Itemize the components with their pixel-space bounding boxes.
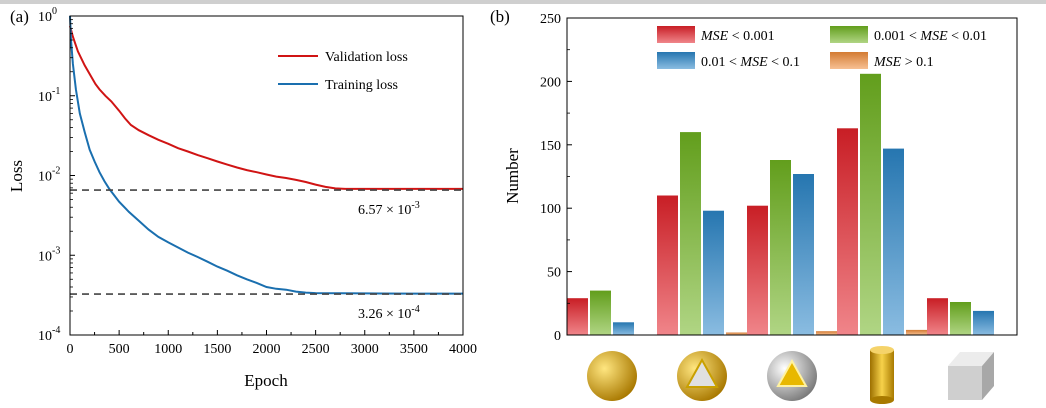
panel-label-a: (a) <box>10 7 29 26</box>
legend-label-b-2: 0.001 < MSE < 0.01 <box>874 29 987 44</box>
cylinder-bottom-icon <box>870 396 894 404</box>
reference-label-1: 6.57 × 10-3 <box>358 200 420 218</box>
y-tick-label: 10-3 <box>38 245 60 264</box>
mse-bar-chart: (b) 0 50 100 150 200 250 Number MSE < 0.001 0.… <box>490 7 1018 404</box>
y-axis-title-a: Loss <box>7 160 26 192</box>
training-loss-line <box>69 15 463 295</box>
bar-silver-sphere-gold-triangle-series-3 <box>793 174 814 335</box>
bar-gold-cone-series-2 <box>590 290 611 335</box>
legend-a: Validation loss Training loss <box>278 50 408 93</box>
y-tick-label-b: 250 <box>540 12 561 27</box>
x-tick-label: 1500 <box>203 342 231 357</box>
header-strip <box>0 0 1046 4</box>
loss-chart: (a) 6.57 × 10-3 3.26 × 10-4 0 500 1000 1500 2… <box>7 6 477 390</box>
validation-loss-line <box>69 25 463 190</box>
y-tick-label: 10-1 <box>38 86 60 105</box>
legend-label-b-4: MSE > 0.1 <box>873 55 934 70</box>
legend-swatch-b-3 <box>657 52 695 69</box>
legend-swatch-b-1 <box>657 26 695 43</box>
triangle-core-icon <box>685 357 719 388</box>
x-tick-label: 3500 <box>400 342 428 357</box>
x-tick-label: 500 <box>109 342 130 357</box>
cylinder-top-icon <box>870 346 894 354</box>
y-tick-label-b: 0 <box>554 329 561 344</box>
legend-label-b-3: 0.01 < MSE < 0.1 <box>701 55 800 70</box>
bar-silver-cube-series-3 <box>973 310 994 335</box>
bar-silver-cube-series-1 <box>927 298 948 335</box>
x-tick-label: 2000 <box>253 342 281 357</box>
bar-gold-triangle-core-in-sphere-series-2 <box>680 132 701 335</box>
bar-gold-cylinder-series-2 <box>860 73 881 336</box>
bar-silver-sphere-gold-triangle-series-4 <box>816 331 837 335</box>
legend-swatch-b-4 <box>830 52 868 69</box>
legend-b: MSE < 0.001 0.001 < MSE < 0.01 0.01 < MSE … <box>657 26 987 70</box>
y-tick-label: 10-2 <box>38 166 60 185</box>
y-tick-label-b: 150 <box>540 139 561 154</box>
bar-gold-cylinder-series-4 <box>906 329 927 335</box>
x-tick-label: 0 <box>67 342 74 357</box>
gold-triangle-icon <box>776 358 808 387</box>
legend-validation-label: Validation loss <box>325 50 408 65</box>
category-icons <box>587 346 994 404</box>
y-tick-label-b: 100 <box>540 202 561 217</box>
x-axis-title-a: Epoch <box>244 371 288 390</box>
legend-training-label: Training loss <box>325 78 398 93</box>
panel-label-b: (b) <box>490 7 510 26</box>
reference-label-2: 3.26 × 10-4 <box>358 304 420 322</box>
bar-gold-triangle-core-in-sphere-series-1 <box>657 195 678 335</box>
legend-label-b-1: MSE < 0.001 <box>700 29 775 44</box>
bar-silver-sphere-gold-triangle-series-2 <box>770 160 791 335</box>
y-axis-title-b: Number <box>503 148 522 204</box>
bar-gold-triangle-core-in-sphere-series-4 <box>726 332 747 335</box>
x-tick-label: 4000 <box>449 342 477 357</box>
bar-silver-cube-series-2 <box>950 302 971 335</box>
cube-top-icon <box>948 352 994 366</box>
legend-swatch-b-2 <box>830 26 868 43</box>
cone-icon <box>587 351 637 401</box>
x-tick-label: 1000 <box>154 342 182 357</box>
y-tick-label: 10-4 <box>38 325 60 344</box>
cylinder-icon <box>870 350 894 400</box>
x-tick-label: 3000 <box>351 342 379 357</box>
cube-side-icon <box>982 352 994 400</box>
y-tick-label-b: 50 <box>547 266 561 281</box>
y-tick-label-b: 200 <box>540 75 561 90</box>
bar-gold-cylinder-series-3 <box>883 148 904 335</box>
bar-gold-cone-series-1 <box>567 298 588 335</box>
bar-gold-cylinder-series-1 <box>837 128 858 335</box>
y-tick-label: 100 <box>38 6 57 25</box>
cube-front-icon <box>948 366 982 400</box>
x-tick-label: 2500 <box>302 342 330 357</box>
bar-silver-sphere-gold-triangle-series-1 <box>747 205 768 335</box>
bar-gold-cone-series-3 <box>613 322 634 335</box>
bar-gold-triangle-core-in-sphere-series-3 <box>703 210 724 335</box>
